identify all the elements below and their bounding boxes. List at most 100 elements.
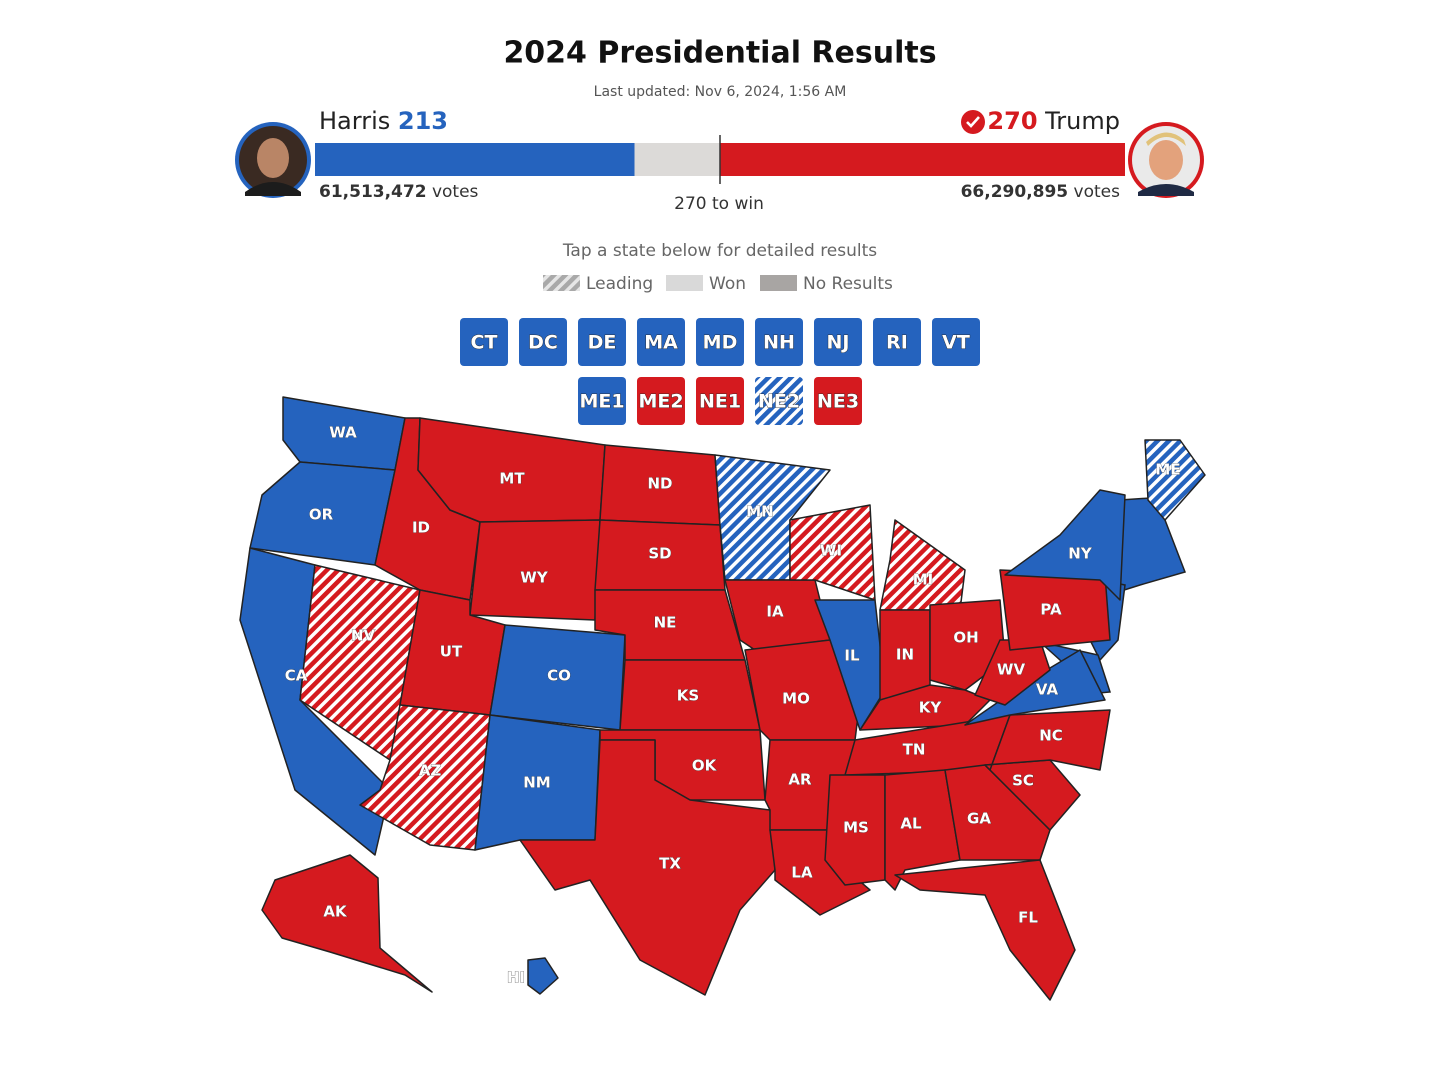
state-label[interactable]: WI — [820, 541, 843, 560]
button-label[interactable]: NE3 — [817, 390, 860, 413]
state-label[interactable]: IN — [896, 645, 915, 664]
state-label[interactable]: AR — [788, 770, 812, 789]
district-button[interactable]: VT — [932, 318, 980, 366]
state-label[interactable]: OR — [309, 505, 334, 524]
state-label[interactable]: NM — [523, 773, 551, 792]
state-label[interactable]: IL — [844, 646, 860, 665]
state-label[interactable]: OK — [692, 756, 718, 775]
state-label[interactable]: KY — [918, 698, 943, 717]
button-label[interactable]: MD — [702, 331, 738, 354]
button-label[interactable]: NE1 — [699, 390, 742, 413]
district-button[interactable]: DC — [519, 318, 567, 366]
button-label[interactable]: MA — [644, 331, 679, 354]
button-face[interactable] — [637, 318, 685, 366]
button-face[interactable] — [814, 318, 862, 366]
state-label[interactable]: NE — [653, 613, 677, 632]
state-label[interactable]: AZ — [418, 761, 442, 780]
district-button[interactable]: RI — [873, 318, 921, 366]
district-button[interactable]: NE1 — [696, 377, 744, 425]
state-label[interactable]: SC — [1012, 771, 1034, 790]
state-label[interactable]: WY — [520, 568, 549, 587]
button-label[interactable]: DC — [528, 331, 559, 354]
state[interactable] — [974, 639, 1051, 706]
state-label[interactable]: PA — [1040, 600, 1062, 619]
state-label[interactable]: MI — [912, 570, 934, 589]
state-label[interactable]: SD — [648, 544, 672, 563]
state-label[interactable]: MO — [782, 689, 810, 708]
state-label[interactable]: OH — [953, 628, 979, 647]
state[interactable] — [519, 739, 776, 996]
button-face[interactable] — [578, 377, 626, 425]
button-label[interactable]: NH — [763, 331, 796, 354]
district-button[interactable]: NH — [755, 318, 803, 366]
state-label[interactable]: IA — [766, 602, 784, 621]
state-label[interactable]: AK — [323, 902, 348, 921]
button-label[interactable]: ME2 — [638, 390, 684, 413]
state-label[interactable]: VA — [1036, 680, 1059, 699]
state[interactable] — [249, 461, 396, 566]
button-label[interactable]: DE — [587, 331, 617, 354]
district-button[interactable]: CT — [460, 318, 508, 366]
district-button[interactable]: NE2 — [755, 377, 803, 425]
button-face[interactable] — [696, 318, 744, 366]
button-face[interactable] — [578, 318, 626, 366]
state[interactable] — [824, 774, 886, 886]
button-face[interactable] — [696, 377, 744, 425]
button-face[interactable] — [873, 318, 921, 366]
district-button[interactable]: DE — [578, 318, 626, 366]
state-label[interactable]: MT — [499, 469, 526, 488]
state-label[interactable]: NY — [1068, 544, 1093, 563]
state-label[interactable]: WV — [997, 660, 1026, 679]
state-label[interactable]: GA — [967, 809, 992, 828]
button-label[interactable]: NJ — [826, 331, 850, 354]
button-label[interactable]: NE2 — [758, 390, 801, 413]
state-label[interactable]: WA — [329, 423, 357, 442]
district-button[interactable]: MA — [637, 318, 685, 366]
state[interactable] — [1144, 439, 1206, 521]
state-label[interactable]: UT — [439, 642, 463, 661]
button-label[interactable]: VT — [942, 331, 971, 354]
state-label[interactable]: NC — [1039, 726, 1063, 745]
button-label[interactable]: ME1 — [579, 390, 625, 413]
state[interactable] — [894, 859, 1076, 1001]
state-label[interactable]: MS — [843, 818, 869, 837]
state-label[interactable]: CO — [547, 666, 571, 685]
button-face[interactable] — [460, 318, 508, 366]
button-face[interactable] — [932, 318, 980, 366]
district-button[interactable]: NJ — [814, 318, 862, 366]
state[interactable] — [879, 519, 966, 611]
state-label[interactable]: HI — [507, 968, 526, 987]
new-england-shape — [1117, 497, 1186, 594]
state[interactable] — [789, 504, 876, 601]
button-face[interactable] — [755, 318, 803, 366]
state[interactable] — [261, 854, 433, 993]
state-label[interactable]: AL — [900, 814, 922, 833]
state-label[interactable]: CA — [284, 666, 308, 685]
district-button[interactable]: ME1 — [578, 377, 626, 425]
district-button[interactable]: MD — [696, 318, 744, 366]
state-label[interactable]: TN — [902, 740, 926, 759]
button-label[interactable]: RI — [886, 331, 909, 354]
button-face[interactable] — [519, 318, 567, 366]
vote-count: 61,513,472 — [319, 182, 427, 202]
state[interactable] — [944, 764, 1051, 861]
button-face[interactable] — [637, 377, 685, 425]
title: 2024 Presidential Results — [503, 36, 936, 71]
button-face[interactable] — [814, 377, 862, 425]
button-face[interactable] — [755, 377, 803, 425]
district-button[interactable]: ME2 — [637, 377, 685, 425]
state-label[interactable]: NV — [351, 626, 376, 645]
state-label[interactable]: ND — [647, 474, 673, 493]
state-label[interactable]: ME — [1155, 460, 1181, 479]
state-label[interactable]: MN — [746, 502, 774, 521]
state-label[interactable]: ID — [412, 518, 431, 537]
state[interactable] — [1004, 489, 1126, 601]
state-label[interactable]: KS — [676, 686, 699, 705]
state-label[interactable]: LA — [791, 863, 813, 882]
district-button[interactable]: NE3 — [814, 377, 862, 425]
state[interactable] — [527, 957, 559, 995]
state-label[interactable]: TX — [659, 854, 682, 873]
button-label[interactable]: CT — [470, 331, 498, 354]
state-label[interactable]: FL — [1018, 908, 1039, 927]
